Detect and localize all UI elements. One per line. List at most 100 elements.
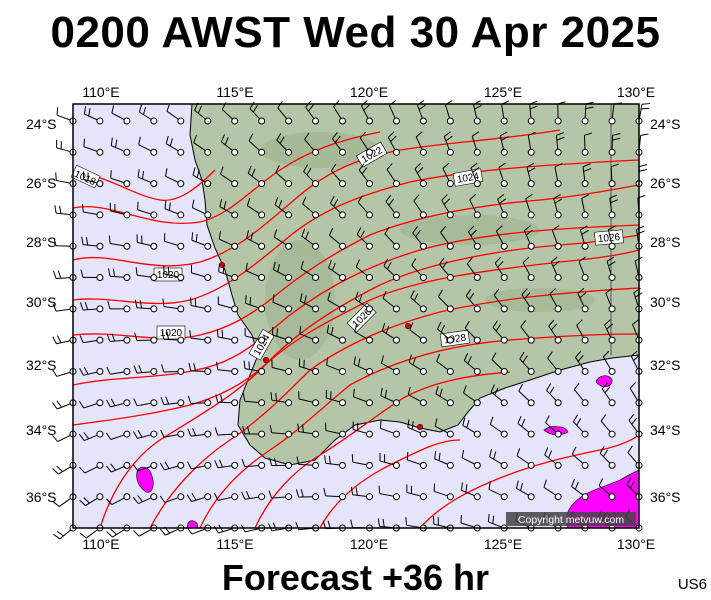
wind-barb xyxy=(218,263,239,282)
wind-barb xyxy=(81,236,104,250)
wind-barb xyxy=(273,229,293,250)
wind-barb xyxy=(273,261,293,282)
wind-barb xyxy=(354,291,373,313)
wind-barb xyxy=(269,457,293,469)
wind-barb xyxy=(166,103,185,125)
wind-barb xyxy=(136,234,158,250)
wind-barb xyxy=(137,201,158,219)
wind-barb xyxy=(246,197,266,219)
wind-barb xyxy=(440,225,454,250)
isobar xyxy=(72,224,640,386)
wind-barb xyxy=(79,301,104,313)
wind-barb xyxy=(133,364,158,375)
wind-barb xyxy=(545,415,562,438)
wind-barb xyxy=(352,421,373,438)
wind-barb xyxy=(299,325,320,344)
wind-barb xyxy=(571,446,589,469)
wind-barb xyxy=(549,288,562,313)
wind-barb xyxy=(353,388,373,407)
isobar xyxy=(99,249,640,529)
wind-barb xyxy=(489,416,508,438)
wind-barb xyxy=(82,171,104,188)
wind-barb xyxy=(465,289,481,313)
map-frame xyxy=(72,103,640,529)
city-dot xyxy=(262,356,270,364)
wind-barb xyxy=(461,449,481,469)
lat-label-left: 32°S xyxy=(26,357,57,373)
wind-barb xyxy=(493,288,508,313)
wind-barb xyxy=(516,448,535,469)
copyright-badge: Copyright metvuw.com xyxy=(506,512,636,526)
wind-barb xyxy=(245,262,266,282)
wind-barb xyxy=(268,490,293,501)
wind-barb xyxy=(494,256,508,282)
wind-barb xyxy=(407,419,427,438)
wind-barb xyxy=(193,134,212,156)
wind-barb xyxy=(608,132,621,156)
wind-barb xyxy=(269,424,293,438)
wind-barb xyxy=(302,196,320,219)
wind-barb xyxy=(106,333,131,344)
wind-barb xyxy=(489,448,508,469)
wind-barb xyxy=(332,132,347,156)
wind-barb xyxy=(497,193,508,219)
lon-label-bottom: 115°E xyxy=(216,536,253,552)
isobar xyxy=(72,129,561,267)
wind-barb xyxy=(330,163,347,188)
wind-barb xyxy=(434,450,454,469)
wind-barb xyxy=(602,350,616,375)
wind-barb xyxy=(412,226,427,250)
lat-label-right: 32°S xyxy=(650,357,681,373)
wind-barb xyxy=(107,301,131,313)
wind-barb xyxy=(468,225,481,250)
wind-barb xyxy=(382,290,400,313)
wind-barb xyxy=(326,357,347,375)
wind-barb xyxy=(275,165,293,188)
lat-label-right: 28°S xyxy=(650,234,681,250)
lat-label-left: 34°S xyxy=(26,422,57,438)
wind-barb xyxy=(213,524,239,534)
wind-barb xyxy=(544,447,562,469)
wind-barb xyxy=(301,228,320,250)
wind-barb xyxy=(52,367,77,377)
wind-barb xyxy=(606,256,616,282)
wind-barb xyxy=(605,287,616,313)
lat-label-left: 26°S xyxy=(26,175,57,191)
wind-barb xyxy=(547,351,562,375)
wind-barb xyxy=(325,389,347,407)
wind-barb xyxy=(138,104,158,125)
wind-barbs xyxy=(52,100,650,540)
wind-barb xyxy=(491,352,508,375)
wind-barb xyxy=(249,101,266,125)
wind-barb xyxy=(165,168,185,188)
wind-barb xyxy=(461,482,481,501)
wind-barb xyxy=(190,264,212,282)
wind-barb xyxy=(164,233,185,250)
wind-barb xyxy=(581,101,594,125)
lat-label-right: 30°S xyxy=(650,294,681,310)
wind-barb xyxy=(608,163,619,188)
wind-barb xyxy=(515,480,535,501)
wind-barb xyxy=(220,166,239,188)
lon-label-top: 120°E xyxy=(350,84,388,100)
wind-barb xyxy=(355,259,373,282)
lon-label-bottom: 130°E xyxy=(617,536,655,552)
wind-barb xyxy=(573,382,589,407)
wind-barb xyxy=(386,163,400,188)
wind-barb xyxy=(406,484,427,501)
wind-barb xyxy=(381,355,400,375)
wind-barb xyxy=(438,289,454,313)
isobar xyxy=(149,287,640,529)
wind-barb xyxy=(324,455,347,469)
wind-barb xyxy=(411,258,427,282)
wind-barb xyxy=(441,194,454,219)
lon-labels: 110°E 115°E 120°E 125°E 130°E 110°E 115°… xyxy=(82,84,655,552)
wind-barb xyxy=(463,353,481,375)
wind-barb xyxy=(304,132,320,156)
lat-label-left: 30°S xyxy=(26,294,57,310)
wind-barb xyxy=(495,225,508,250)
wind-barb xyxy=(385,194,400,219)
wind-barb xyxy=(220,134,239,156)
wind-barb xyxy=(460,514,481,532)
lon-label-top: 110°E xyxy=(82,84,119,100)
